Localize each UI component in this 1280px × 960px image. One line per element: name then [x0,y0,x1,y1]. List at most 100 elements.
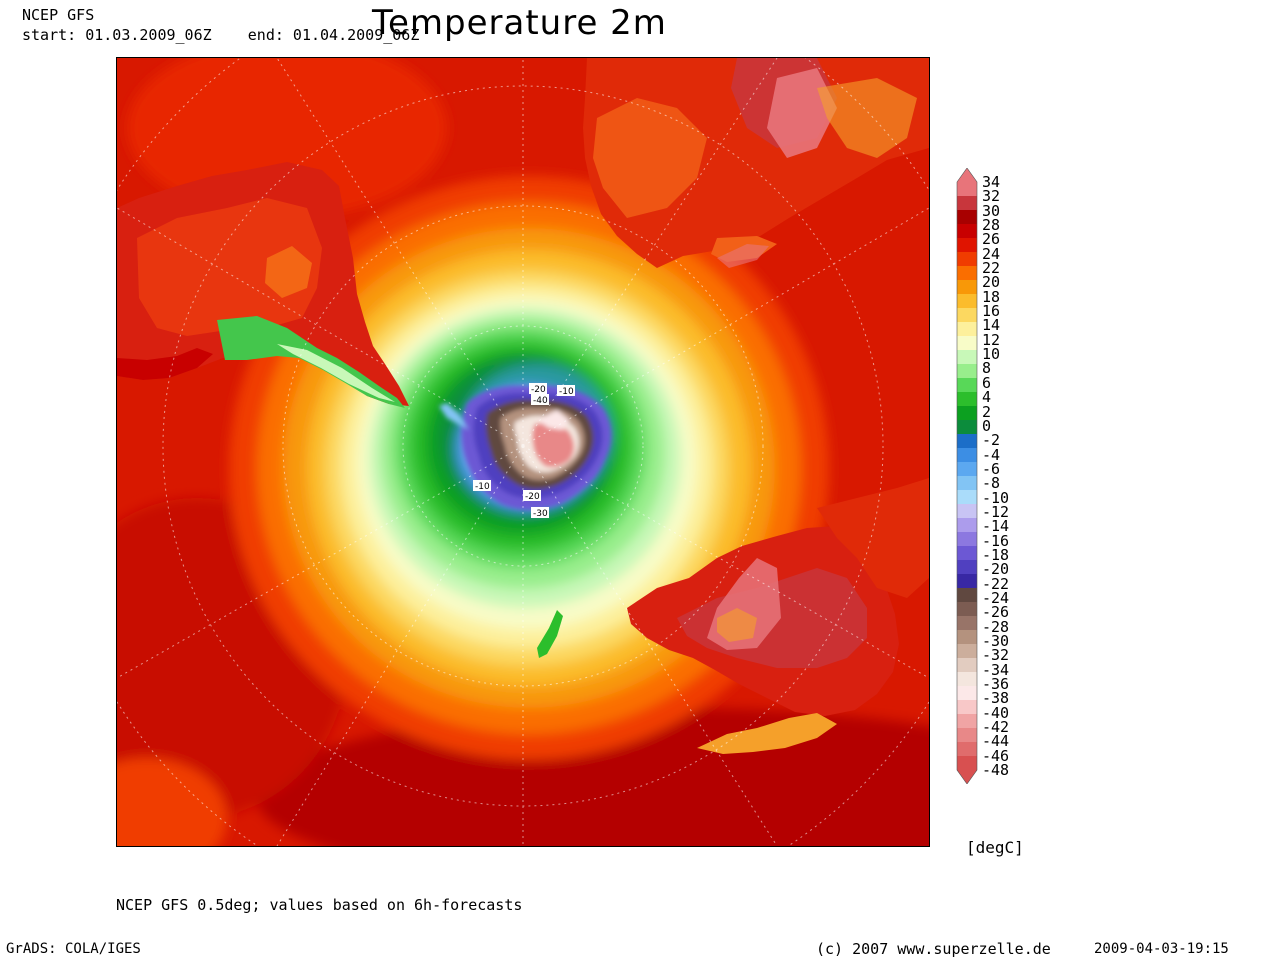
color-scale-segment [957,686,977,701]
color-scale-segment [957,420,977,435]
color-scale-segment [957,728,977,743]
color-scale-segment [957,490,977,505]
color-scale-tick-label: 14 [982,316,1001,335]
color-scale-tick-label: 16 [982,302,1001,321]
color-scale-segment [957,210,977,225]
color-scale-tick-label: 4 [982,388,992,407]
color-scale-segment [957,350,977,365]
color-scale-tick-label: -38 [982,689,1010,708]
color-scale-tick-label: 10 [982,345,1001,364]
color-scale-segment [957,714,977,729]
color-scale-tick-label: 32 [982,187,1001,206]
color-scale-tick-label: 18 [982,287,1001,306]
color-scale-tick-label: -46 [982,746,1010,765]
color-scale-segment [957,476,977,491]
contour-label-4: -10 [475,482,490,492]
color-scale-segment [957,602,977,617]
color-scale-tick-label: -14 [982,517,1010,536]
contour-label-3: -40 [533,396,548,406]
color-scale-segment [957,588,977,603]
color-scale-bottom-arrow [957,770,977,784]
color-scale-tick-label: -40 [982,703,1010,722]
africa-landmass [583,58,929,268]
temperature-map: -20 -10 -40 -10 -20 -30 [116,57,930,847]
color-scale-segment [957,462,977,477]
color-scale-segment [957,434,977,449]
color-scale-tick-label: -24 [982,588,1010,607]
color-scale-segment [957,378,977,393]
color-scale-segment [957,196,977,211]
color-scale-tick-label: -26 [982,603,1010,622]
color-scale-segment [957,630,977,645]
color-scale-tick-label: -16 [982,531,1010,550]
color-scale-tick-label: -30 [982,631,1010,650]
color-scale-segment [957,560,977,575]
contour-label-5: -20 [525,492,540,502]
contour-label-6: -30 [533,509,548,519]
australia-landmass [627,526,899,716]
color-scale-segment [957,756,977,771]
color-scale-tick-label: -32 [982,646,1010,665]
color-scale-tick-label: -34 [982,660,1010,679]
color-scale-tick-label: 22 [982,259,1001,277]
color-scale-tick-label: 34 [982,173,1001,191]
color-scale-tick-label: -12 [982,502,1010,521]
color-scale-tick-label: -6 [982,459,1001,478]
color-scale-segment [957,336,977,351]
color-scale-segment [957,700,977,715]
color-scale-tick-label: -4 [982,445,1001,464]
color-scale-segment [957,294,977,309]
color-scale-segment [957,252,977,267]
color-scale-segment [957,224,977,239]
color-scale-segment [957,616,977,631]
color-scale-tick-label: 30 [982,201,1001,220]
color-scale-tick-label: -44 [982,732,1010,751]
color-scale-tick-label: 2 [982,402,992,421]
contour-label-1: -20 [531,385,546,395]
unit-label: [degC] [966,838,1024,857]
copyright-notice: (c) 2007 www.superzelle.de [816,940,1051,958]
color-scale-top-arrow [957,168,977,182]
color-scale-tick-label: -42 [982,718,1010,736]
color-scale-tick-label: 20 [982,273,1001,292]
color-scale-segment [957,266,977,281]
contour-label-2: -10 [559,387,574,397]
color-scale-tick-label: 6 [982,373,992,392]
color-scale-tick-label: -48 [982,761,1010,779]
color-scale-segment [957,322,977,337]
color-scale-tick-label: -2 [982,431,1001,450]
south-america-landmass [117,162,409,408]
color-scale-segment [957,574,977,589]
color-scale-tick-label: -28 [982,617,1010,636]
grads-credit: GrADS: COLA/IGES [6,941,141,957]
color-scale-labels: 34 32 30 28 26 24 22 20 18 16 14 12 10 8 6 4 2 0 -2 -4 -6 -8-… [982,168,1042,784]
color-scale-bar [955,167,985,785]
forecast-period: start: 01.03.2009_06Z end: 01.04.2009_06… [22,26,420,44]
color-scale-segment [957,658,977,673]
color-scale-segment [957,280,977,295]
color-scale-tick-label: -20 [982,560,1010,579]
color-scale-tick-label: 28 [982,216,1001,234]
timestamp: 2009-04-03-19:15 [1094,941,1229,957]
color-scale-segment [957,518,977,533]
color-scale-tick-label: 26 [982,230,1001,249]
color-scale-tick-label: -18 [982,545,1010,564]
color-scale-tick-label: -10 [982,488,1010,507]
color-scale-segment [957,532,977,547]
color-scale-segment [957,182,977,197]
color-scale-segment [957,742,977,757]
color-scale-segment [957,546,977,561]
color-scale-segment [957,504,977,519]
color-scale-segment [957,392,977,407]
color-scale-tick-label: 0 [982,416,992,435]
color-scale-tick-label: 24 [982,244,1001,263]
graticule [117,58,929,846]
color-scale-segment [957,672,977,687]
color-scale-tick-label: -22 [982,574,1010,593]
color-scale-segment [957,308,977,323]
model-name: NCEP GFS [22,6,95,24]
color-scale-segment [957,448,977,463]
color-scale-tick-label: 12 [982,330,1001,349]
map-title: Temperature 2m [372,3,667,43]
antarctica-continent [461,385,612,510]
